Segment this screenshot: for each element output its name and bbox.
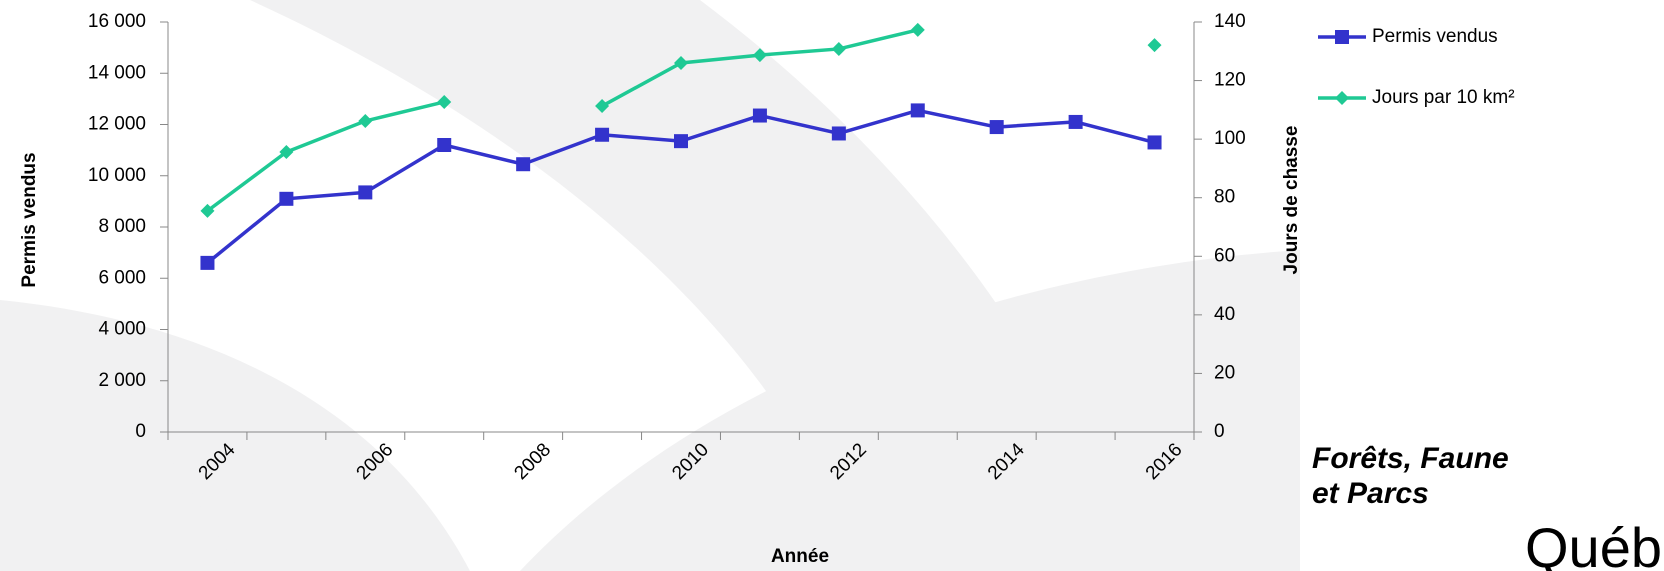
y-tick-label: 10 000 (88, 165, 146, 186)
legend-label: Jours par 10 km² (1372, 87, 1515, 108)
logo-line: Forêts, Faune (1312, 442, 1509, 475)
y2-tick-label: 80 (1214, 187, 1235, 208)
point (1147, 38, 1162, 53)
point (200, 203, 215, 218)
point (831, 41, 846, 56)
point (437, 94, 452, 109)
y-tick-label: 14 000 (88, 62, 146, 83)
y2-axis-label: Jours de chasse (1281, 126, 1302, 275)
y-tick-label: 4 000 (98, 319, 146, 340)
background-swoosh (0, 0, 1300, 571)
point (674, 134, 688, 149)
y-tick-label: 2 000 (98, 370, 146, 391)
legend-marker (1335, 91, 1349, 105)
point (595, 99, 610, 114)
y2-tick-label: 60 (1214, 245, 1235, 266)
y2-tick-label: 0 (1214, 421, 1225, 442)
y-tick-label: 8 000 (98, 216, 146, 237)
point (752, 48, 767, 63)
y-tick-label: 6 000 (98, 267, 146, 288)
y2-tick-label: 20 (1214, 362, 1235, 383)
point (437, 138, 452, 152)
point (910, 103, 925, 118)
y-tick-label: 0 (135, 421, 146, 442)
y2-tick-label: 140 (1214, 11, 1246, 32)
y2-tick-label: 40 (1214, 304, 1235, 325)
legend-marker (1335, 30, 1349, 44)
point (200, 255, 215, 270)
y2-tick-label: 100 (1214, 128, 1246, 149)
point (831, 126, 846, 141)
y-axis-label: Permis vendus (19, 152, 40, 287)
x-tick-label: 2008 (510, 439, 555, 484)
point (358, 185, 373, 200)
y-tick-label: 16 000 (88, 11, 146, 32)
logo-name: Québec (1525, 516, 1664, 571)
point (516, 157, 531, 172)
point (752, 108, 767, 123)
logo-line: et Parcs (1312, 477, 1429, 510)
legend-label: Permis vendus (1372, 26, 1498, 47)
point (595, 127, 610, 142)
logo: Forêts, Faune et Parcs Québec (1312, 442, 1664, 571)
x-axis-label: Année (771, 546, 829, 567)
point (1068, 114, 1083, 129)
point (910, 22, 925, 37)
point (358, 113, 373, 128)
point (989, 120, 1004, 135)
y2-tick-label: 120 (1214, 70, 1246, 91)
point (279, 145, 294, 160)
point (1147, 135, 1162, 150)
point (674, 56, 688, 70)
y-tick-label: 12 000 (88, 114, 146, 135)
point (279, 191, 294, 206)
